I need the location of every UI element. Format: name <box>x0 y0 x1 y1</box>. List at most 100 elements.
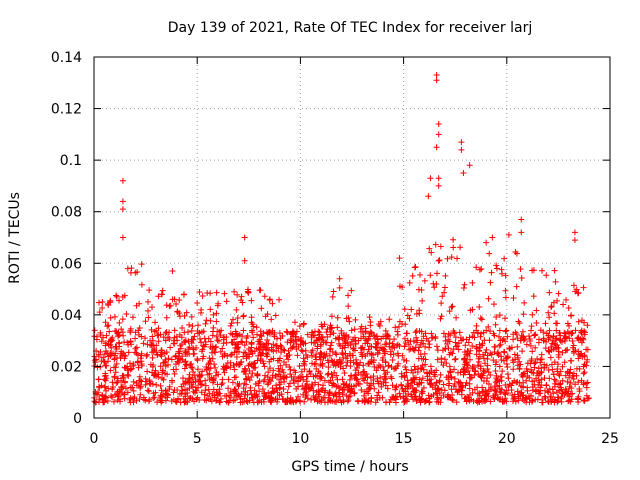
data-point <box>154 332 161 339</box>
data-point <box>99 304 106 311</box>
data-point <box>110 350 117 357</box>
data-point <box>538 376 545 383</box>
data-point <box>506 345 513 352</box>
data-point <box>295 393 302 400</box>
data-point <box>374 392 381 399</box>
data-point <box>515 354 522 361</box>
data-point <box>256 388 263 395</box>
data-point <box>549 337 556 344</box>
data-point <box>368 343 375 350</box>
data-point <box>412 263 419 270</box>
data-point <box>220 336 227 343</box>
x-tick-label: 15 <box>395 431 413 447</box>
data-point <box>299 382 306 389</box>
data-point <box>477 333 484 340</box>
data-point <box>151 370 158 377</box>
data-point <box>501 398 508 405</box>
data-point <box>121 352 128 359</box>
data-point <box>159 391 166 398</box>
data-point <box>440 392 447 399</box>
data-point <box>264 381 271 388</box>
data-point <box>218 381 225 388</box>
data-point <box>262 372 269 379</box>
data-point <box>264 311 271 318</box>
data-point <box>263 353 270 360</box>
data-point <box>498 266 505 273</box>
data-point <box>348 287 355 294</box>
data-point <box>202 341 209 348</box>
data-point <box>301 398 308 405</box>
data-point <box>207 317 214 324</box>
data-point <box>202 320 209 327</box>
data-point <box>280 359 287 366</box>
data-point <box>567 312 574 319</box>
data-point <box>284 353 291 360</box>
data-point <box>248 390 255 397</box>
data-point <box>575 337 582 344</box>
data-point <box>513 331 520 338</box>
data-point <box>233 348 240 355</box>
data-point <box>233 330 240 337</box>
data-point <box>289 330 296 337</box>
data-point <box>245 362 252 369</box>
data-point <box>315 391 322 398</box>
data-point <box>198 306 205 313</box>
data-point <box>166 329 173 336</box>
data-point <box>583 384 590 391</box>
data-point <box>241 380 248 387</box>
data-point <box>524 360 531 367</box>
data-point <box>462 359 469 366</box>
data-point <box>91 398 98 405</box>
data-point <box>178 383 185 390</box>
data-point <box>547 354 554 361</box>
data-point <box>479 384 486 391</box>
data-point <box>442 337 449 344</box>
data-point <box>578 377 585 384</box>
data-point <box>448 386 455 393</box>
data-point <box>317 370 324 377</box>
data-point <box>580 370 587 377</box>
data-point <box>276 376 283 383</box>
data-point <box>329 374 336 381</box>
data-point <box>170 396 177 403</box>
data-point <box>355 380 362 387</box>
data-point <box>327 328 334 335</box>
data-point <box>154 351 161 358</box>
data-point <box>346 389 353 396</box>
data-point <box>374 349 381 356</box>
data-point <box>403 357 410 364</box>
data-point <box>567 379 574 386</box>
data-point <box>280 385 287 392</box>
data-point <box>269 300 276 307</box>
data-point <box>144 387 151 394</box>
data-point <box>551 267 558 274</box>
data-point <box>300 360 307 367</box>
data-point <box>501 255 508 262</box>
data-point <box>425 193 432 200</box>
axis-ticks <box>93 56 611 419</box>
data-point <box>277 362 284 369</box>
data-point <box>308 352 315 359</box>
data-point <box>124 371 131 378</box>
data-point <box>227 389 234 396</box>
data-point <box>576 388 583 395</box>
data-point <box>545 309 552 316</box>
data-point <box>251 360 258 367</box>
data-point <box>258 305 265 312</box>
data-point <box>575 396 582 403</box>
data-point <box>201 396 208 403</box>
data-point <box>295 378 302 385</box>
data-point <box>336 275 343 282</box>
data-point <box>284 329 291 336</box>
data-point <box>119 316 126 323</box>
data-point <box>449 303 456 310</box>
data-point <box>170 366 177 373</box>
data-point <box>560 301 567 308</box>
data-point <box>332 350 339 357</box>
data-point <box>569 373 576 380</box>
x-tick-labels: 0 5 10 15 20 25 <box>90 431 619 447</box>
data-point <box>464 362 471 369</box>
data-point <box>171 327 178 334</box>
data-point <box>172 353 179 360</box>
